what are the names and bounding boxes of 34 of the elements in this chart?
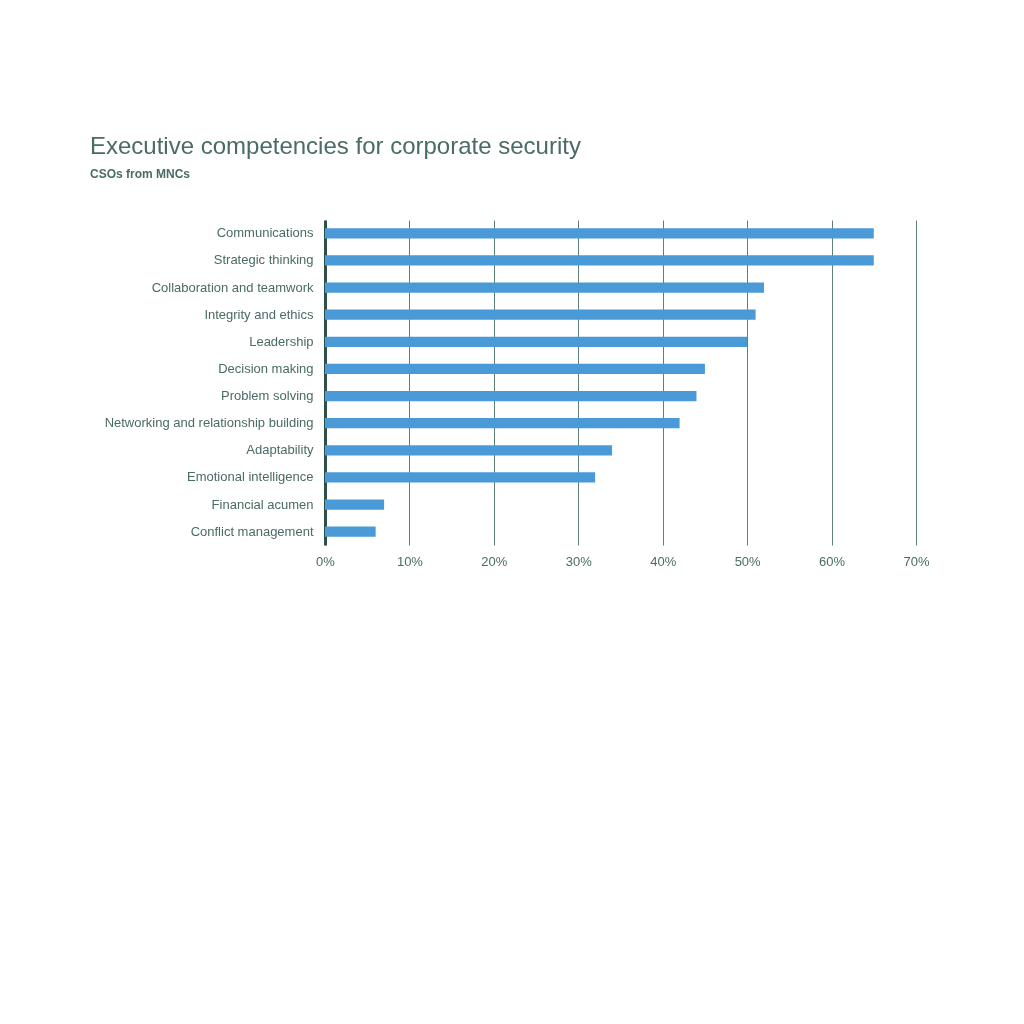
- bar: [325, 390, 697, 402]
- y-tick-label: Collaboration and teamwork: [151, 279, 314, 295]
- x-tick-label: 0%: [316, 553, 336, 569]
- y-tick-label: Communications: [216, 225, 314, 241]
- bar: [325, 526, 376, 537]
- y-tick-label: Financial acumen: [211, 496, 314, 512]
- bar: [325, 228, 874, 239]
- x-tick-label: 70%: [903, 553, 930, 569]
- x-tick-label: 10%: [396, 553, 424, 569]
- bar: [325, 255, 874, 266]
- bar: [325, 282, 765, 293]
- y-tick-label: Integrity and ethics: [204, 306, 314, 322]
- x-tick-label: 30%: [565, 553, 593, 569]
- bar: [325, 418, 680, 429]
- bar: [325, 499, 385, 510]
- chart-title: Executive competencies for corporate security: [90, 132, 581, 159]
- x-tick-label: 60%: [819, 553, 846, 569]
- y-tick-label: Problem solving: [221, 388, 314, 404]
- y-tick-label: Leadership: [249, 333, 314, 349]
- y-tick-label: Strategic thinking: [213, 252, 314, 268]
- bar: [325, 309, 756, 320]
- x-tick-label: 40%: [650, 553, 677, 569]
- bar: [325, 336, 748, 347]
- y-tick-label: Conflict management: [190, 523, 314, 539]
- x-tick-label: 50%: [734, 553, 762, 569]
- bar: [325, 472, 596, 483]
- text: CSOs from MNCs: [90, 167, 191, 181]
- y-tick-label: Adaptability: [246, 442, 314, 458]
- x-tick-label: 20%: [481, 553, 508, 569]
- y-tick-label: Emotional intelligence: [187, 469, 314, 485]
- y-tick-label: Decision making: [218, 360, 314, 376]
- y-tick-label: Networking and relationship building: [104, 415, 314, 431]
- bar: [325, 363, 705, 375]
- bar: [325, 445, 613, 456]
